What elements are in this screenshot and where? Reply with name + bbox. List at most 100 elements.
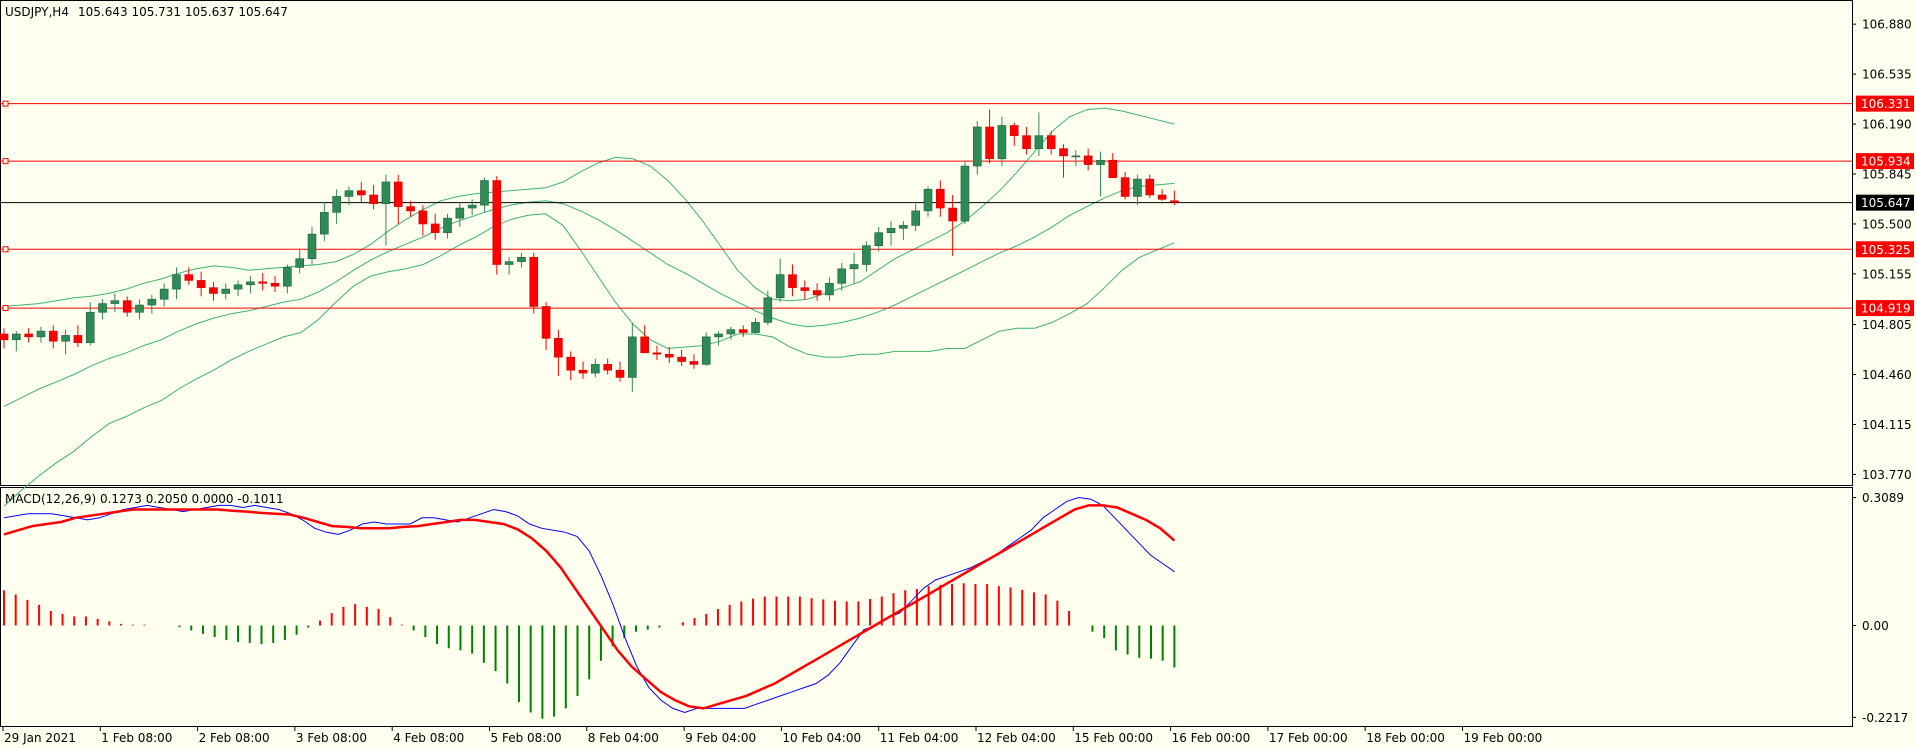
candle-body (258, 281, 268, 284)
macd-histogram (3, 583, 1176, 719)
candle-body (61, 335, 70, 342)
candle-body (862, 245, 871, 265)
candle-body (960, 165, 970, 222)
price-tick-label: 105.155 (1862, 267, 1912, 281)
time-tick-label: 18 Feb 00:00 (1366, 731, 1445, 745)
candle-body (763, 297, 773, 323)
candle-body (295, 258, 304, 268)
candle-body (418, 210, 428, 225)
candle-body (1022, 135, 1031, 149)
candle-body (640, 336, 649, 354)
symbol-label: USDJPY,H4 (5, 5, 69, 19)
current-price-label: 105.647 (1861, 196, 1911, 210)
candle-body (0, 333, 9, 341)
candle-body (1071, 155, 1081, 158)
macd-axis: 0.3089 0.00 -0.2217 (1852, 491, 1908, 725)
candle-body (628, 336, 637, 378)
macd-tick-label: 0.3089 (1862, 491, 1904, 505)
candle-body (788, 274, 797, 288)
candle-body (24, 333, 33, 338)
candle-body (73, 335, 83, 343)
time-tick-label: 15 Feb 00:00 (1074, 731, 1153, 745)
time-tick-label: 8 Feb 04:00 (588, 731, 659, 745)
candle-body (184, 274, 194, 281)
candle-body (652, 352, 662, 355)
candle-body (270, 283, 280, 287)
level-price-box-2 (1856, 241, 1914, 258)
time-tick-label: 10 Feb 04:00 (782, 731, 861, 745)
candle-body (36, 330, 46, 338)
candle-body (812, 290, 822, 296)
time-tick-label: 19 Feb 00:00 (1464, 731, 1543, 745)
candle-body (775, 274, 785, 299)
candlesticks (0, 109, 1179, 392)
ohlc-readout: 105.643 105.731 105.637 105.647 (78, 5, 288, 19)
candle-body (196, 280, 206, 288)
candle-body (751, 322, 760, 333)
time-tick-label: 9 Feb 04:00 (685, 731, 756, 745)
candle-body (369, 194, 378, 204)
candle-body (578, 369, 588, 374)
time-tick-label: 3 Feb 08:00 (296, 731, 367, 745)
level-price-label-3: 104.919 (1861, 302, 1911, 316)
candle-body (529, 256, 539, 307)
candle-body (664, 353, 674, 358)
candle-body (554, 338, 563, 358)
time-tick-label: 16 Feb 00:00 (1172, 731, 1251, 745)
candle-body (837, 268, 847, 284)
level-price-label-2: 105.325 (1861, 243, 1911, 257)
candle-body (714, 333, 723, 338)
candle-body (135, 304, 144, 313)
candle-body (221, 288, 231, 294)
level-price-label-0: 106.331 (1861, 97, 1911, 111)
candle-body (1170, 200, 1179, 203)
candle-body (1120, 177, 1130, 197)
price-tick-label: 106.190 (1862, 118, 1912, 132)
candle-body (603, 364, 612, 371)
price-labels: 106.331 105.934 105.325 104.919 105.647 (1856, 95, 1914, 317)
candle-body (233, 284, 243, 290)
candle-body (147, 298, 157, 306)
time-tick-label: 4 Feb 08:00 (393, 731, 464, 745)
candle-body (283, 267, 292, 287)
candle-body (677, 356, 686, 362)
candle-body (997, 125, 1007, 160)
main-panel-frame (0, 0, 1853, 486)
macd-lines (3, 496, 1176, 714)
band-middle (3, 182, 1175, 407)
price-tick-label: 105.500 (1862, 217, 1912, 231)
candle-body (110, 300, 120, 304)
price-tick-label: 103.770 (1862, 468, 1912, 482)
candle-body (1145, 178, 1155, 196)
candle-body (98, 303, 107, 313)
band-lower (3, 213, 1175, 507)
candle-body (381, 181, 391, 204)
candle-body (443, 217, 452, 233)
level-anchor-1 (2, 158, 9, 165)
band-upper (3, 107, 1175, 307)
candle-body (1083, 155, 1093, 165)
candle-body (492, 180, 502, 265)
level-anchor-0 (2, 100, 9, 107)
candle-body (591, 364, 600, 374)
time-tick-label: 17 Feb 00:00 (1269, 731, 1348, 745)
time-tick-label: 2 Feb 08:00 (199, 731, 270, 745)
price-axis: 106.880 106.535 106.190 105.845 105.500 105.1… (1852, 18, 1912, 482)
candle-body (517, 256, 526, 262)
candle-body (726, 329, 736, 335)
candle-body (689, 361, 699, 365)
level-anchor-3 (2, 305, 9, 312)
candle-body (455, 207, 465, 219)
candle-body (406, 206, 415, 212)
macd-tick-label: -0.2217 (1862, 711, 1908, 725)
candle-body (923, 188, 933, 212)
time-axis: 29 Jan 2021 1 Feb 08:00 2 Feb 08:00 3 Feb 0… (2, 727, 1543, 745)
price-tick-label: 104.115 (1862, 418, 1912, 432)
candle-body (320, 212, 329, 235)
price-tick-label: 105.845 (1862, 168, 1912, 182)
candle-body (701, 336, 711, 365)
level-price-box-3 (1856, 300, 1914, 317)
level-price-box-0 (1856, 95, 1914, 112)
time-tick-label: 1 Feb 08:00 (101, 731, 172, 745)
